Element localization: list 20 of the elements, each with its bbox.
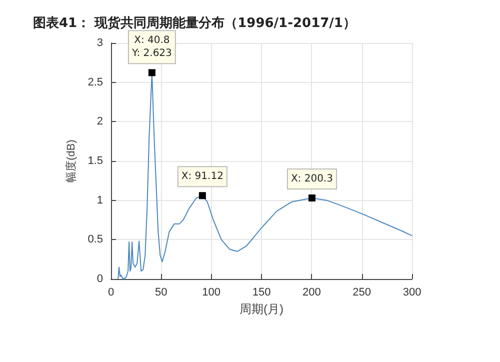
y-tick-label: 0 [96,273,103,285]
annotation: X: 91.12 [181,171,224,182]
annotation: X: 200.3 [290,173,333,184]
chart-title: 图表41： 现货共同周期能量分布（1996/1-2017/1） [33,15,356,31]
x-tick-label: 50 [155,286,168,298]
x-tick-label: 300 [402,286,422,298]
x-tick-label: 200 [302,286,321,298]
x-axis-title: 周期(月) [240,302,284,316]
annotation: X: 40.8 Y: 2.623 [130,35,172,60]
x-tick-label: 150 [252,286,271,298]
x-tick-label: 250 [352,286,372,298]
y-tick-label: 1.5 [88,155,103,167]
x-tick-label: 0 [108,286,114,298]
y-tick-label: 2 [96,116,103,128]
y-tick-label: 3 [96,37,103,49]
y-tick-label: 0.5 [88,234,103,246]
y-tick-label: 2.5 [88,76,103,88]
y-axis-title: 幅度(dB) [64,140,78,182]
y-tick-label: 1 [96,194,103,206]
x-tick-label: 100 [202,286,221,298]
